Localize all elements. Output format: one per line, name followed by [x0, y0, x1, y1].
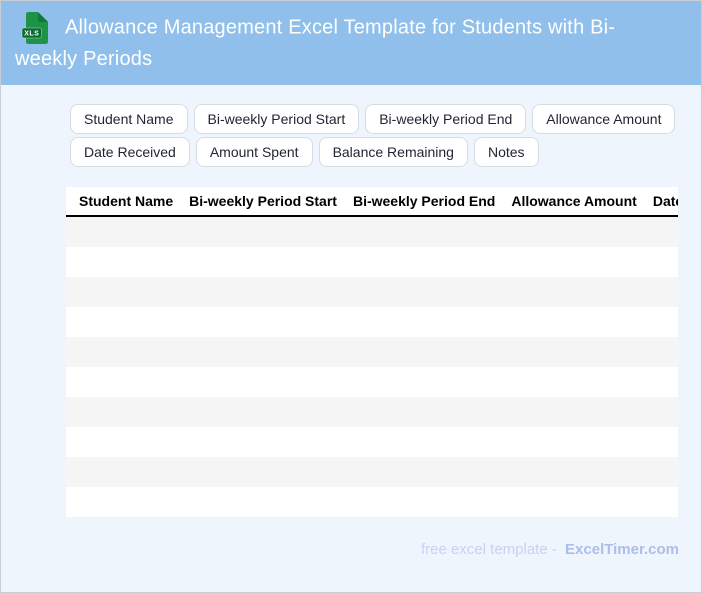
field-chip-date-received[interactable]: Date Received: [70, 137, 190, 167]
table-body: [66, 217, 678, 517]
xls-file-icon: XLS: [21, 12, 48, 44]
table-row: [66, 397, 678, 427]
page-header: XLS Allowance Management Excel Template …: [1, 1, 701, 85]
field-chip-student-name[interactable]: Student Name: [70, 104, 188, 134]
column-header-biweekly-period-end: Bi-weekly Period End: [352, 193, 496, 209]
table-row: [66, 277, 678, 307]
table-row: [66, 247, 678, 277]
table-row: [66, 457, 678, 487]
column-header-biweekly-period-start: Bi-weekly Period Start: [189, 193, 337, 209]
field-chip-biweekly-period-start[interactable]: Bi-weekly Period Start: [193, 104, 360, 134]
field-chip-notes[interactable]: Notes: [473, 137, 539, 167]
footer-tagline: free excel template -: [420, 541, 557, 558]
footer-brand-link[interactable]: ExcelTimer.com: [565, 541, 679, 558]
page-content: Student Name Bi-weekly Period Start Bi-w…: [1, 85, 701, 559]
table-row: [66, 367, 678, 397]
field-chip-allowance-amount[interactable]: Allowance Amount: [532, 104, 676, 134]
column-header-allowance-amount: Allowance Amount: [511, 193, 637, 209]
spreadsheet-preview-table: Student Name Bi-weekly Period Start Bi-w…: [66, 187, 678, 517]
field-chip-balance-remaining[interactable]: Balance Remaining: [318, 137, 468, 167]
page-title-text: Allowance Management Excel Template for …: [15, 16, 616, 70]
table-row: [66, 487, 678, 517]
field-chip-list: Student Name Bi-weekly Period Start Bi-w…: [70, 104, 677, 167]
table-row: [66, 337, 678, 367]
xls-badge-label: XLS: [24, 31, 39, 38]
page-title: XLS Allowance Management Excel Template …: [15, 11, 648, 73]
table-header-row: Student Name Bi-weekly Period Start Bi-w…: [66, 187, 678, 217]
column-header-student-name: Student Name: [79, 193, 174, 209]
table-row: [66, 217, 678, 247]
page-footer: free excel template - ExcelTimer.com: [1, 541, 679, 559]
column-header-date-received: Date Received: [652, 193, 678, 209]
field-chip-biweekly-period-end[interactable]: Bi-weekly Period End: [365, 104, 527, 134]
table-row: [66, 307, 678, 337]
table-row: [66, 427, 678, 457]
field-chip-amount-spent[interactable]: Amount Spent: [195, 137, 313, 167]
